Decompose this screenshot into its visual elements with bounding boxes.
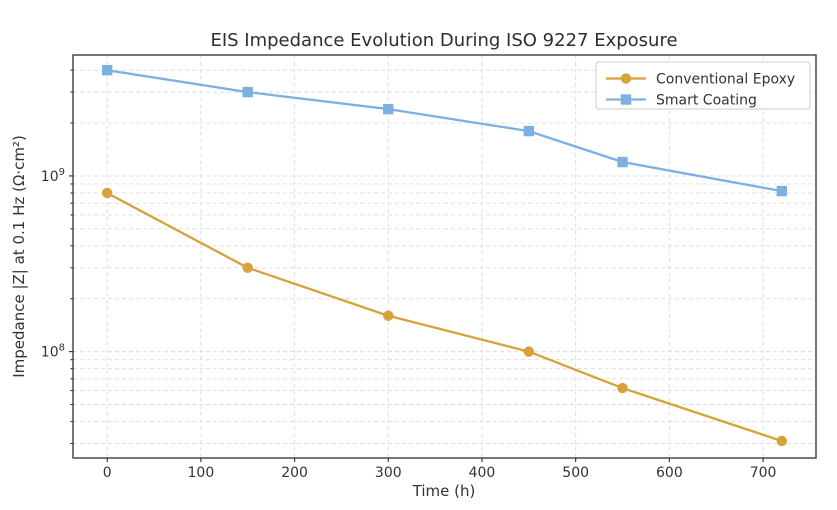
data-point-marker-circle [383,310,394,321]
x-tick-label: 400 [469,465,496,481]
legend-item-conventional-epoxy: Conventional Epoxy [606,72,795,88]
data-point-marker-square [101,64,113,76]
y-axis-label: Impedance |Z| at 0.1 Hz (Ω·cm²) [10,135,28,378]
data-point-marker-circle [617,382,628,394]
x-tick-label: 600 [656,465,683,481]
data-point-marker-circle [101,187,113,199]
x-tick-label: 0 [103,465,112,481]
series-line-conventional-epoxy [106,191,783,443]
data-point-marker-square [776,185,788,197]
legend-circle-marker-icon [620,73,632,84]
y-tick-label: 109 [41,167,65,185]
legend-box [595,61,811,110]
legend-item-smart-coating: Smart Coating [606,93,757,109]
data-point-marker-square [242,86,253,98]
data-point-marker-square [617,156,628,168]
data-point-marker-circle [523,346,535,357]
data-point-marker-square [523,125,535,137]
y-tick-label: 108 [41,343,65,361]
legend: Conventional Epoxy Smart Coating [595,61,811,110]
plot-frame [72,54,817,459]
x-tick-label: 200 [281,465,308,481]
legend-square-marker-icon [620,94,632,105]
data-point-marker-square [383,103,394,115]
grid-layer [73,55,816,458]
x-tick-label: 300 [375,465,402,481]
data-point-marker-circle [242,262,253,273]
x-tick-label: 100 [188,465,215,481]
legend-label: Smart Coating [656,93,757,109]
series-layer [101,64,788,447]
x-axis-label: Time (h) [412,482,476,500]
data-point-marker-circle [776,435,788,447]
x-tick-label: 700 [750,465,777,481]
x-tick-label: 500 [562,465,589,481]
tick-layer: 0 100 200 300 400 500 600 700 108 109 [41,69,777,481]
legend-label: Conventional Epoxy [656,72,795,88]
series-line-smart-coating [106,69,783,193]
chart-title: EIS Impedance Evolution During ISO 9227 … [210,30,677,51]
